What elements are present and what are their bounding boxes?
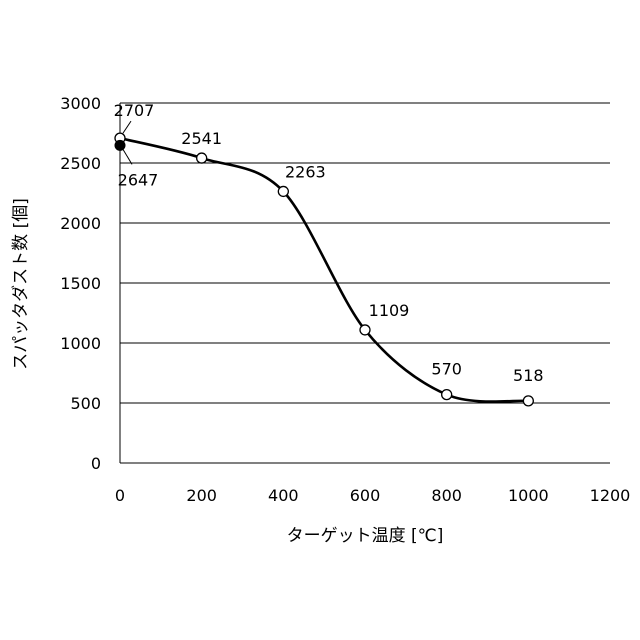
data-label: 2263	[285, 162, 326, 181]
data-label: 2541	[181, 129, 222, 148]
data-point	[359, 324, 371, 336]
data-point	[441, 388, 453, 401]
tick-labels: 0 500 1000 1500 2000 2500 3000 0 200 400 600 800 100…	[60, 94, 630, 505]
y-tick-label: 0	[91, 454, 101, 473]
data-label: 2647	[118, 170, 159, 189]
data-label: 518	[513, 366, 544, 385]
y-tick-label: 500	[70, 394, 101, 413]
y-tick-label: 1500	[60, 274, 101, 293]
x-tick-label: 1200	[590, 486, 631, 505]
data-point-filled	[114, 139, 126, 151]
y-tick-label: 2500	[60, 154, 101, 173]
y-tick-label: 1000	[60, 334, 101, 353]
x-tick-label: 200	[186, 486, 217, 505]
data-label: 1109	[369, 301, 410, 320]
x-axis-title: ターゲット温度 [℃]	[287, 526, 444, 546]
x-tick-label: 600	[350, 486, 381, 505]
x-tick-label: 0	[115, 486, 125, 505]
label-leader	[122, 149, 133, 165]
data-labels: 2707 2541 2263 1109 570 518 2647	[114, 101, 544, 385]
x-tick-label: 400	[268, 486, 299, 505]
data-point	[522, 395, 534, 407]
data-label: 570	[431, 360, 462, 379]
y-tick-label: 3000	[60, 94, 101, 113]
label-leaders	[122, 120, 133, 165]
data-point	[277, 185, 289, 198]
data-point	[196, 152, 208, 164]
x-tick-label: 800	[431, 486, 462, 505]
data-label: 2707	[114, 101, 155, 120]
y-tick-label: 2000	[60, 214, 101, 233]
x-tick-label: 1000	[508, 486, 549, 505]
label-leader	[122, 120, 132, 134]
axes	[119, 103, 610, 464]
data-points	[114, 132, 534, 407]
y-axis-title: スパッタダスト数 [個]	[11, 198, 31, 370]
